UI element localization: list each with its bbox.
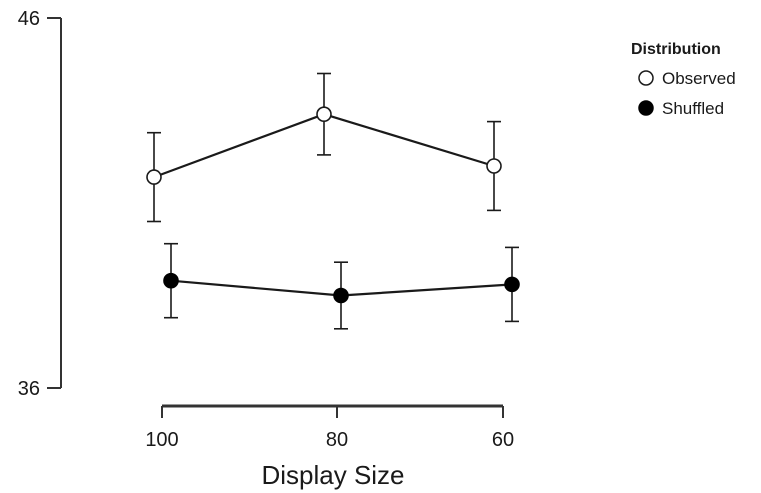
legend-marker-observed <box>638 70 654 86</box>
data-point-observed-80 <box>316 106 332 122</box>
x-tick-label-100: 100 <box>145 429 178 451</box>
legend-label-shuffled: Shuffled <box>662 99 724 118</box>
legend-title: Distribution <box>631 41 721 58</box>
y-tick-label-46: 46 <box>18 8 40 30</box>
data-point-shuffled-100 <box>163 272 179 289</box>
data-marks <box>146 72 520 330</box>
data-point-shuffled-60 <box>504 276 520 293</box>
data-point-observed-100 <box>146 169 162 185</box>
legend-marker-shuffled <box>638 100 654 116</box>
x-axis-title: Display Size <box>261 460 404 490</box>
x-tick-label-60: 60 <box>492 429 514 451</box>
data-point-observed-60 <box>486 158 502 174</box>
legend-label-observed: Observed <box>662 69 736 88</box>
data-point-shuffled-80 <box>333 287 349 304</box>
legend: Distribution Observed Shuffled <box>631 41 736 118</box>
y-tick-label-36: 36 <box>18 378 40 400</box>
x-tick-label-80: 80 <box>326 429 348 451</box>
